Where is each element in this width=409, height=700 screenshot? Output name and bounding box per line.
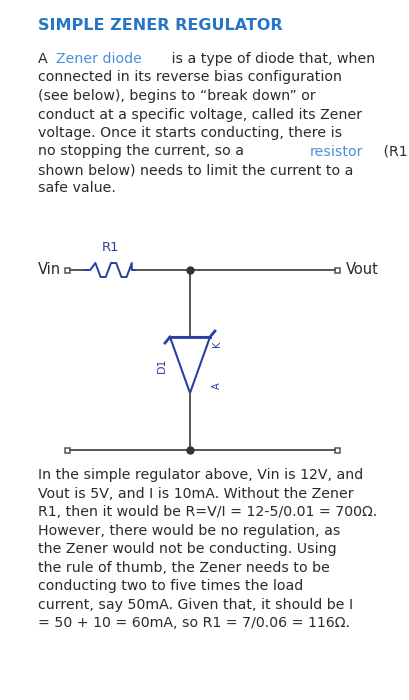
Text: Vout is 5V, and I is 10mA. Without the Zener: Vout is 5V, and I is 10mA. Without the Z… <box>38 486 354 500</box>
Text: no stopping the current, so a: no stopping the current, so a <box>38 144 249 158</box>
Text: the rule of thumb, the Zener needs to be: the rule of thumb, the Zener needs to be <box>38 561 330 575</box>
Text: Zener diode: Zener diode <box>56 52 142 66</box>
Bar <box>65 267 70 272</box>
Text: = 50 + 10 = 60mA, so R1 = 7/0.06 = 116Ω.: = 50 + 10 = 60mA, so R1 = 7/0.06 = 116Ω. <box>38 616 350 630</box>
Text: connected in its reverse bias configuration: connected in its reverse bias configurat… <box>38 71 342 85</box>
Text: K: K <box>212 341 222 347</box>
Text: current, say 50mA. Given that, it should be I: current, say 50mA. Given that, it should… <box>38 598 353 612</box>
Text: the Zener would not be conducting. Using: the Zener would not be conducting. Using <box>38 542 337 556</box>
Text: is a type of diode that, when: is a type of diode that, when <box>167 52 375 66</box>
Text: voltage. Once it starts conducting, there is: voltage. Once it starts conducting, ther… <box>38 126 342 140</box>
Text: (R1: (R1 <box>379 144 407 158</box>
Text: SIMPLE ZENER REGULATOR: SIMPLE ZENER REGULATOR <box>38 18 283 33</box>
Bar <box>335 267 340 272</box>
Text: shown below) needs to limit the current to a: shown below) needs to limit the current … <box>38 163 353 177</box>
Text: Vout: Vout <box>346 262 379 277</box>
Text: resistor: resistor <box>310 144 363 158</box>
Text: (see below), begins to “break down” or: (see below), begins to “break down” or <box>38 89 316 103</box>
Bar <box>335 447 340 452</box>
Text: However, there would be no regulation, as: However, there would be no regulation, a… <box>38 524 340 538</box>
Text: In the simple regulator above, Vin is 12V, and: In the simple regulator above, Vin is 12… <box>38 468 363 482</box>
Text: R1: R1 <box>102 241 120 254</box>
Text: conduct at a specific voltage, called its Zener: conduct at a specific voltage, called it… <box>38 108 362 122</box>
Text: A: A <box>38 52 52 66</box>
Text: D1: D1 <box>157 357 167 372</box>
Text: A: A <box>212 382 222 389</box>
Text: R1, then it would be R=V/I = 12-5/0.01 = 700Ω.: R1, then it would be R=V/I = 12-5/0.01 =… <box>38 505 377 519</box>
Bar <box>65 447 70 452</box>
Text: Vin: Vin <box>38 262 61 277</box>
Text: safe value.: safe value. <box>38 181 116 195</box>
Text: conducting two to five times the load: conducting two to five times the load <box>38 579 303 593</box>
